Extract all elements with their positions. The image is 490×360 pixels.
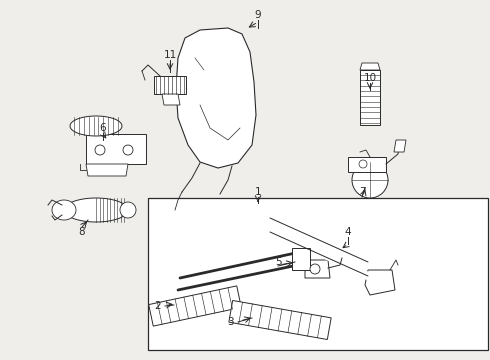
Text: 4: 4 bbox=[344, 227, 351, 237]
Polygon shape bbox=[70, 116, 122, 136]
Polygon shape bbox=[365, 270, 395, 295]
Polygon shape bbox=[154, 76, 186, 94]
Polygon shape bbox=[52, 200, 76, 220]
Polygon shape bbox=[292, 248, 310, 270]
Polygon shape bbox=[148, 286, 241, 326]
Polygon shape bbox=[229, 301, 331, 339]
Polygon shape bbox=[348, 157, 386, 172]
Text: 5: 5 bbox=[275, 257, 281, 267]
Polygon shape bbox=[360, 63, 380, 70]
Text: 9: 9 bbox=[255, 10, 261, 20]
Circle shape bbox=[95, 145, 105, 155]
Text: 11: 11 bbox=[163, 50, 176, 60]
Polygon shape bbox=[86, 164, 128, 176]
Polygon shape bbox=[394, 140, 406, 152]
Polygon shape bbox=[86, 134, 146, 164]
Circle shape bbox=[359, 160, 367, 168]
Text: 8: 8 bbox=[79, 227, 85, 237]
Polygon shape bbox=[64, 198, 128, 222]
Text: 3: 3 bbox=[227, 317, 233, 327]
Polygon shape bbox=[176, 28, 256, 168]
Circle shape bbox=[123, 145, 133, 155]
Bar bbox=[148, 198, 488, 350]
Text: 6: 6 bbox=[99, 123, 106, 133]
Circle shape bbox=[310, 264, 320, 274]
Text: 1: 1 bbox=[255, 187, 261, 197]
Polygon shape bbox=[305, 260, 330, 278]
Polygon shape bbox=[360, 70, 380, 125]
Polygon shape bbox=[162, 94, 180, 105]
Polygon shape bbox=[120, 202, 136, 218]
Text: 2: 2 bbox=[155, 301, 161, 311]
Text: 10: 10 bbox=[364, 73, 376, 83]
Text: 7: 7 bbox=[359, 187, 366, 197]
Circle shape bbox=[352, 162, 388, 198]
